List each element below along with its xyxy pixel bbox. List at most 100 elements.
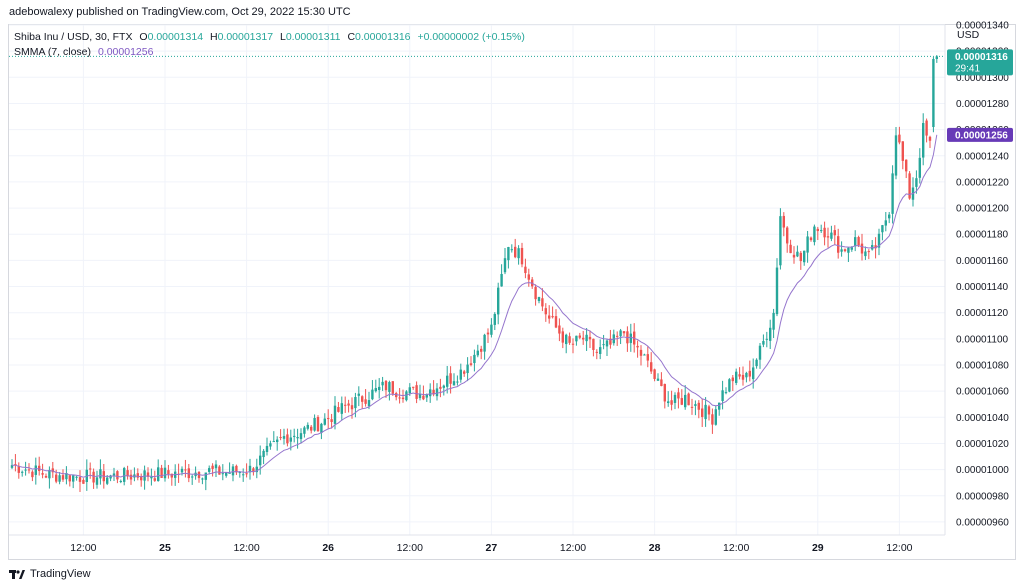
candle-body (68, 475, 71, 482)
candle-body (748, 370, 751, 377)
candle-body (463, 371, 466, 374)
candle-body (279, 437, 282, 439)
candle-body (160, 467, 163, 478)
candle-body (670, 400, 673, 405)
candle-body (316, 417, 320, 432)
y-tick-label: 0.00000980 (956, 491, 1009, 502)
low-value: 0.00001311 (285, 31, 341, 43)
candle-body (357, 393, 360, 396)
candle-body (792, 254, 796, 258)
x-tick-label: 12:00 (397, 542, 423, 554)
candle-body (432, 389, 435, 395)
candle-body (901, 141, 904, 161)
candle-body (806, 236, 809, 253)
price-axis[interactable]: 0.000013400.000013200.000013000.00001280… (9, 21, 1009, 536)
candle-body (123, 468, 126, 482)
candle-body (204, 472, 207, 480)
candle-body (639, 349, 643, 356)
x-tick-label: 29 (812, 542, 824, 554)
candle-body (225, 472, 228, 476)
candle-body (816, 228, 819, 232)
candle-body (922, 123, 925, 158)
candle-body (599, 347, 602, 354)
candle-body (82, 479, 85, 484)
candle-body (401, 397, 405, 400)
candle-body (877, 233, 881, 248)
x-tick-label: 12:00 (886, 542, 912, 554)
candles (10, 55, 938, 492)
x-tick-label: 12:00 (70, 542, 96, 554)
candle-body (701, 408, 704, 417)
candle-body (908, 173, 911, 199)
candle-body (561, 331, 564, 343)
candle-body (769, 327, 772, 341)
candle-body (469, 363, 473, 365)
candle-body (208, 468, 211, 472)
currency-label[interactable]: USD (957, 29, 980, 41)
candle-body (72, 475, 75, 482)
candle-body (262, 450, 265, 458)
candle-body (126, 470, 129, 477)
candle-body (340, 403, 343, 414)
candle-body (129, 474, 133, 480)
candle-body (653, 369, 656, 379)
candle-body (21, 471, 24, 473)
candle-body (408, 387, 411, 394)
candle-body (255, 466, 258, 473)
candle-body (333, 405, 337, 424)
candle-body (51, 468, 54, 473)
y-tick-label: 0.00001160 (956, 256, 1009, 267)
candle-body (415, 385, 418, 399)
candle-body (350, 405, 354, 410)
candle-body (738, 374, 741, 377)
candle-body (537, 297, 541, 302)
candle-body (17, 465, 20, 473)
y-tick-label: 0.00001280 (956, 99, 1009, 110)
candle-body (558, 325, 561, 334)
candle-body (55, 474, 58, 482)
candle-body (796, 251, 799, 257)
candle-body (180, 468, 184, 473)
candle-body (310, 426, 313, 431)
candle-body (660, 379, 663, 387)
candle-body (510, 249, 513, 251)
candle-body (228, 472, 231, 474)
candle-body (646, 354, 649, 361)
symbol-label[interactable]: Shiba Inu / USD, 30, FTX (14, 31, 133, 43)
candle-body (762, 341, 765, 345)
candle-body (687, 393, 690, 406)
high-value: 0.00001317 (217, 31, 274, 43)
candle-body (497, 287, 500, 315)
y-tick-label: 0.00001220 (956, 177, 1009, 188)
candle-body (493, 313, 496, 325)
y-tick-label: 0.00001080 (956, 361, 1009, 372)
candle-body (884, 220, 887, 226)
candle-body (24, 469, 27, 471)
candle-body (527, 274, 530, 280)
candle-body (388, 382, 391, 392)
candle-body (153, 478, 156, 481)
y-tick-label: 0.00000960 (956, 517, 1009, 528)
candle-body (609, 338, 612, 345)
candle-body (775, 267, 779, 315)
candle-body (925, 120, 928, 136)
candle-body (707, 406, 711, 415)
candle-body (112, 473, 116, 476)
candle-body (500, 273, 503, 287)
candle-body (289, 437, 292, 442)
candle-body (218, 466, 221, 475)
candle-body (78, 477, 82, 482)
candle-body (327, 418, 330, 420)
publish-line: adebowalexy published on TradingView.com… (9, 6, 351, 18)
change-value: +0.00000002 (+0.15%) (417, 31, 525, 43)
candle-body (235, 465, 238, 473)
candle-body (673, 394, 677, 403)
candle-body (456, 381, 459, 383)
time-axis[interactable]: 12:00 25 12:00 26 12:00 27 12:00 28 12:00 29 12:00 (70, 542, 912, 554)
footer: TradingView (9, 566, 91, 582)
ma-label[interactable]: SMMA (7, close) (14, 46, 92, 58)
candle-body (61, 475, 65, 480)
candle-body (293, 435, 296, 437)
y-tick-label: 0.00001300 (956, 73, 1009, 84)
